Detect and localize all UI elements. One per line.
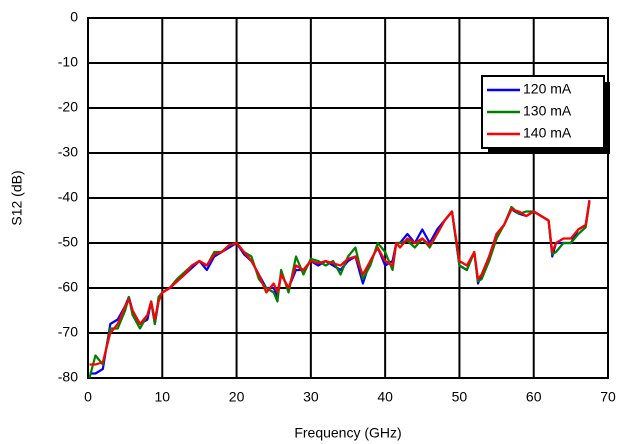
x-tick-label: 10 [154,389,170,405]
x-tick-label: 60 [526,389,542,405]
legend-label: 120 mA [523,81,572,97]
x-tick-label: 30 [303,389,319,405]
y-axis-label: S12 (dB) [9,170,25,225]
plot-border [87,17,609,379]
x-axis-label: Frequency (GHz) [294,425,401,441]
x-tick-label: 20 [229,389,245,405]
y-tick-label: -50 [58,234,78,250]
x-tick-label: 40 [377,389,393,405]
y-tick-label: -60 [58,279,78,295]
line-series [89,200,591,366]
y-tick-label: -70 [58,324,78,340]
legend [481,75,605,149]
legend-label: 130 mA [523,103,572,119]
x-tick-label: 70 [600,389,616,405]
y-tick-label: -80 [58,369,78,385]
y-tick-label: -30 [58,144,78,160]
legend-label: 140 mA [523,125,572,141]
y-tick-label: -40 [58,189,78,205]
x-tick-label: 0 [84,389,92,405]
x-tick-label: 50 [452,389,468,405]
y-tick-label: 0 [70,9,78,25]
y-tick-label: -20 [58,99,78,115]
y-tick-label: -10 [58,54,78,70]
